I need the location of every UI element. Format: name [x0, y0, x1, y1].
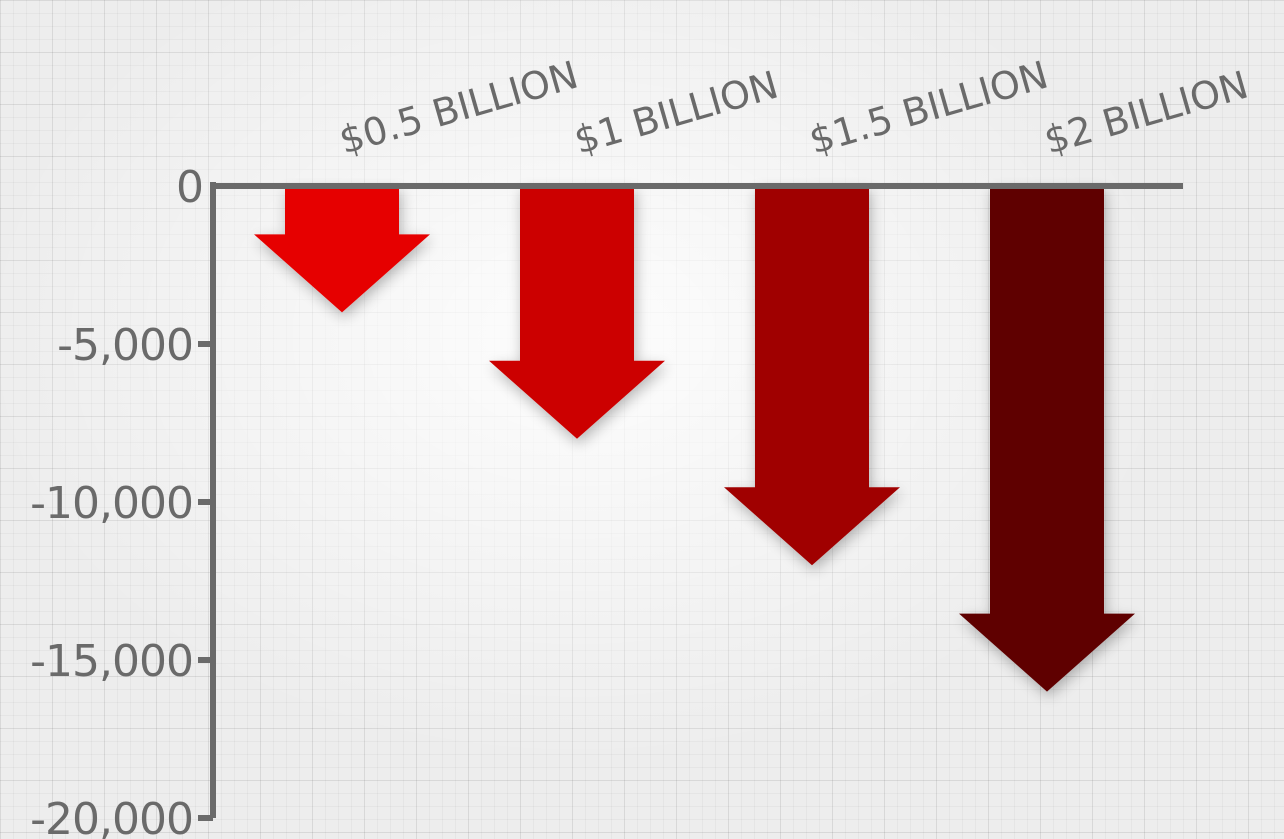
y-tick-label: 0 — [176, 162, 203, 213]
y-tick-label: -20,000 — [30, 794, 193, 839]
category-label: $2 BILLION — [1039, 63, 1253, 163]
bar-arrow-3 — [724, 186, 900, 566]
category-label: $0.5 BILLION — [334, 53, 582, 163]
bar-arrow-1 — [254, 186, 430, 313]
bar-arrow-4 — [959, 186, 1135, 692]
category-label: $1.5 BILLION — [804, 53, 1052, 163]
bar-arrow-2 — [489, 186, 665, 439]
y-tick-label: -15,000 — [30, 636, 193, 687]
y-tick-label: -10,000 — [30, 478, 193, 529]
category-label: $1 BILLION — [569, 63, 783, 163]
y-tick-label: -5,000 — [57, 320, 193, 371]
